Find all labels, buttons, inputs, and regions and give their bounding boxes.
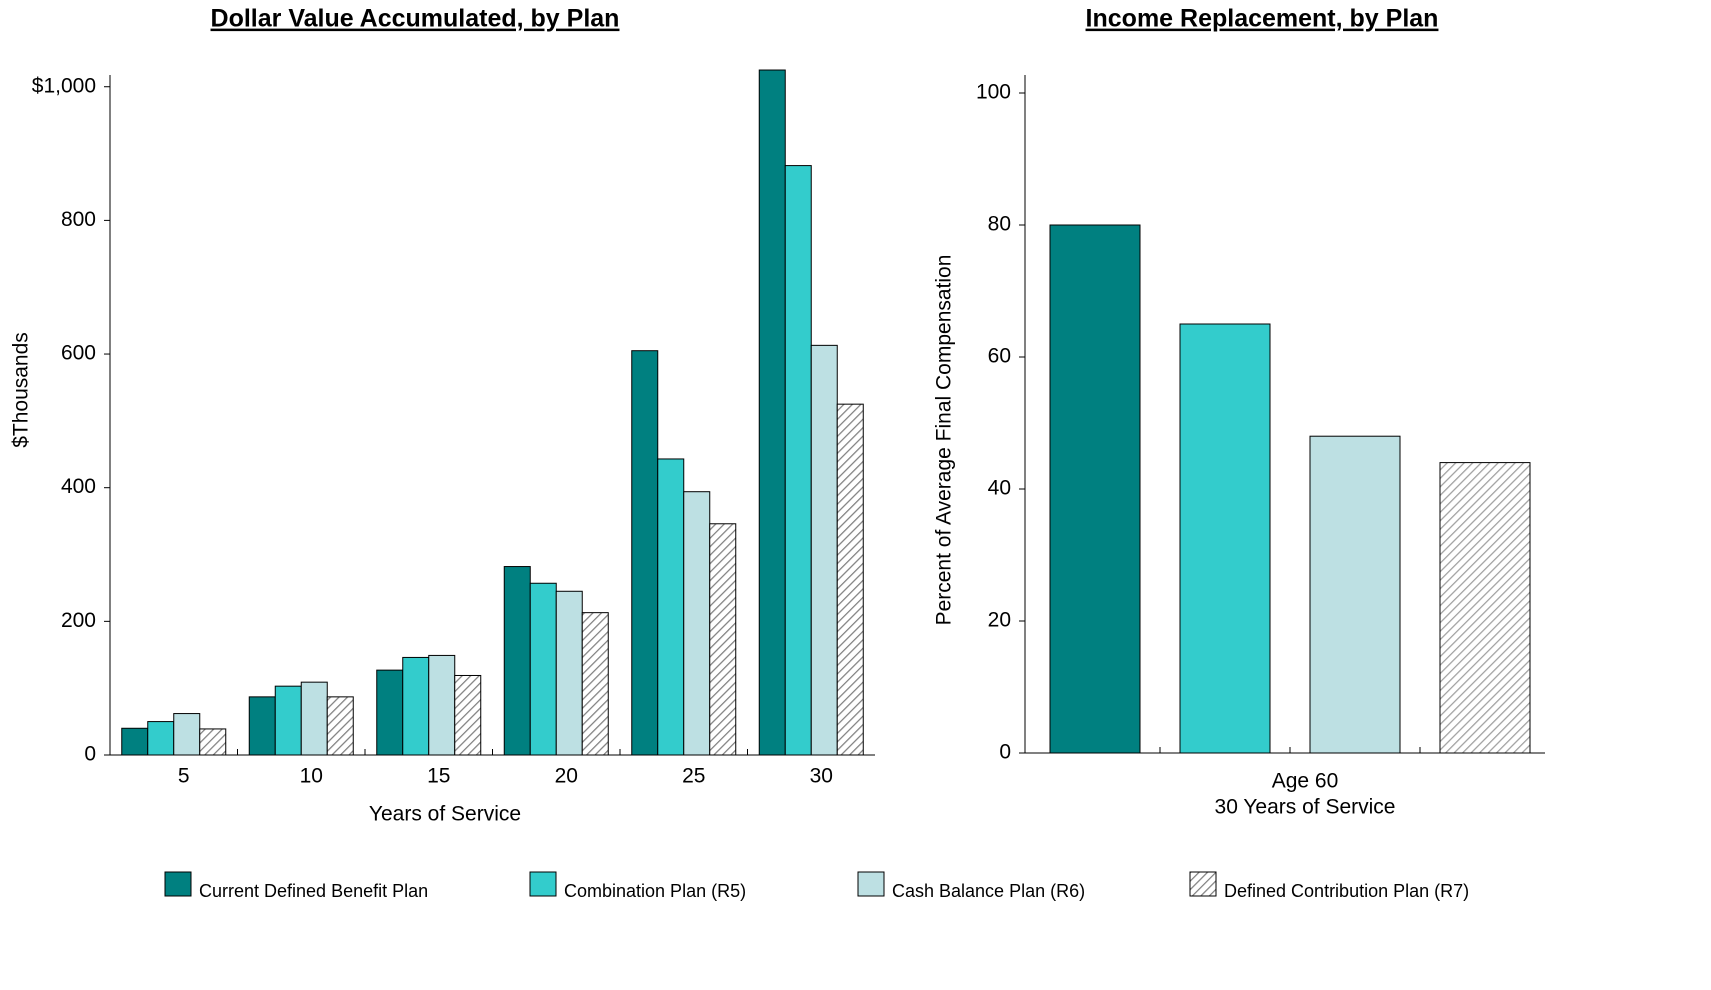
y-tick-label: 200: [61, 609, 96, 632]
legend-label: Cash Balance Plan (R6): [892, 881, 1085, 901]
y-tick-label: 80: [988, 213, 1011, 236]
bar: [683, 491, 711, 756]
x-tick-label: 25: [682, 765, 705, 788]
bar: [248, 696, 276, 756]
legend-label: Defined Contribution Plan (R7): [1224, 881, 1469, 901]
x-tick-label: 30: [810, 765, 833, 788]
bar: [376, 669, 404, 756]
bar: [1179, 323, 1271, 754]
legend-swatch: [164, 871, 192, 897]
bar: [1309, 435, 1401, 754]
chart-title: Income Replacement, by Plan: [1086, 5, 1439, 33]
y-tick-label: 20: [988, 609, 1011, 632]
bar: [1439, 462, 1531, 754]
bar: [402, 656, 430, 756]
y-tick-label: 0: [999, 741, 1011, 764]
y-tick-label: 600: [61, 342, 96, 365]
y-tick-label: 60: [988, 345, 1011, 368]
bar: [173, 713, 201, 756]
y-axis-label: Percent of Average Final Compensation: [933, 255, 956, 626]
legend-swatch: [1189, 871, 1217, 897]
bar: [784, 165, 812, 756]
y-tick-label: 40: [988, 477, 1011, 500]
x-tick-label: 10: [300, 765, 323, 788]
y-tick-label: $1,000: [32, 74, 96, 97]
bar: [199, 728, 227, 756]
y-axis-label: $Thousands: [10, 332, 33, 448]
chart-title: Dollar Value Accumulated, by Plan: [211, 5, 620, 33]
bar: [121, 727, 149, 756]
y-tick-label: 100: [976, 81, 1011, 104]
bar: [810, 344, 838, 756]
bar: [454, 674, 482, 756]
x-axis-label: Years of Service: [369, 803, 521, 826]
legend-label: Current Defined Benefit Plan: [199, 881, 428, 901]
bar: [581, 612, 609, 756]
legend-swatch: [857, 871, 885, 897]
x-tick-label: 5: [178, 765, 190, 788]
x-tick-label: 20: [555, 765, 578, 788]
bar: [326, 696, 354, 756]
bar: [836, 403, 864, 756]
bar: [631, 350, 659, 756]
bar: [147, 721, 175, 756]
x-tick-label: 15: [427, 765, 450, 788]
x-tick-label: Age 60: [1272, 770, 1339, 793]
y-tick-label: 800: [61, 208, 96, 231]
bar: [758, 69, 786, 756]
bar: [709, 523, 737, 756]
y-tick-label: 400: [61, 475, 96, 498]
x-axis-label: 30 Years of Service: [1215, 796, 1396, 819]
bar: [428, 654, 456, 756]
bar: [274, 685, 302, 756]
bar: [1049, 224, 1141, 754]
bar: [529, 582, 557, 756]
bar: [300, 681, 328, 756]
bar: [503, 566, 531, 756]
bar: [657, 458, 685, 756]
legend-swatch: [529, 871, 557, 897]
y-tick-label: 0: [84, 743, 96, 766]
bar: [555, 590, 583, 756]
legend-label: Combination Plan (R5): [564, 881, 746, 901]
